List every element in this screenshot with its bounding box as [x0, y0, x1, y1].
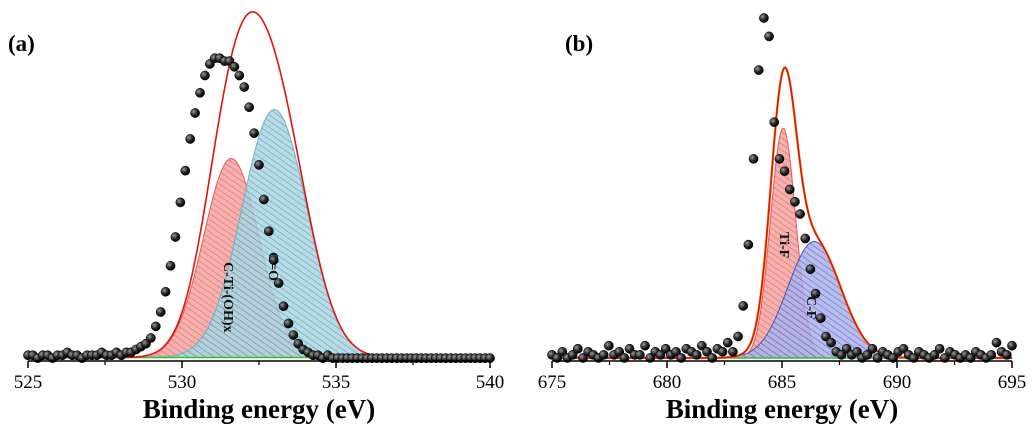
data-point: [759, 13, 769, 23]
data-point: [229, 61, 240, 72]
tick-label: 695: [998, 372, 1027, 393]
data-point: [254, 160, 264, 170]
data-point: [815, 313, 826, 323]
panel-a-x-axis-title: Binding energy (eV): [143, 394, 376, 424]
data-point: [784, 184, 795, 195]
data-point: [795, 209, 805, 219]
data-point: [263, 226, 274, 237]
data-point: [733, 331, 743, 342]
data-point: [826, 337, 836, 348]
panel-b-data-points: [547, 13, 1017, 363]
data-point: [738, 301, 749, 311]
data-point: [185, 134, 196, 144]
data-point: [722, 337, 733, 348]
data-point: [146, 333, 156, 343]
data-point: [810, 288, 821, 299]
data-point: [239, 82, 250, 92]
data-point: [728, 346, 738, 357]
data-point: [195, 87, 205, 98]
data-point: [764, 31, 774, 42]
data-point: [288, 330, 299, 340]
data-point: [707, 353, 718, 363]
data-point: [190, 108, 200, 118]
data-point: [244, 102, 255, 113]
data-point: [991, 337, 1002, 348]
data-point: [774, 154, 785, 164]
data-point: [180, 165, 191, 176]
data-point: [273, 278, 284, 288]
panel-a-label: (a): [8, 31, 35, 56]
data-point: [249, 128, 259, 139]
peak-label-c-o: C=O: [265, 252, 280, 281]
data-point: [805, 264, 816, 274]
data-point: [743, 239, 754, 250]
data-point: [598, 350, 609, 360]
data-point: [748, 154, 759, 164]
data-point: [283, 318, 294, 329]
data-point: [619, 353, 630, 363]
panel-b-ticks: 675 680 685 690 695: [538, 361, 1027, 393]
peak-component-1: [27, 109, 491, 359]
data-point: [1007, 340, 1017, 351]
tick-label: 540: [476, 372, 505, 393]
peak-label-c-f: C-F: [803, 296, 818, 319]
data-point: [259, 194, 269, 205]
panel-b-x-axis-title: Binding energy (eV): [666, 394, 899, 424]
tick-label: 535: [322, 372, 351, 393]
data-point: [572, 343, 583, 354]
data-point: [150, 321, 161, 332]
tick-label: 530: [168, 372, 197, 393]
tick-label: 685: [768, 372, 797, 393]
tick-label: 690: [883, 372, 912, 393]
data-point: [200, 70, 210, 81]
data-point: [234, 70, 245, 81]
data-point: [934, 343, 945, 354]
data-point: [268, 255, 279, 265]
panel-b: (b) Ti-F C-F 675 680 685 690 695 Binding ene…: [538, 13, 1027, 424]
data-point: [779, 166, 790, 176]
tick-label: 675: [538, 372, 567, 393]
data-point: [635, 350, 645, 360]
data-point: [691, 350, 702, 360]
data-point: [790, 196, 800, 207]
data-point: [986, 350, 997, 360]
panel-a-peaks: [27, 109, 491, 359]
data-point: [676, 353, 687, 363]
tick-label: 680: [653, 372, 682, 393]
tick-label: 525: [14, 372, 43, 393]
panel-a-ticks: 525 530 535 540: [14, 361, 505, 393]
panel-b-label: (b): [565, 31, 593, 56]
data-point: [175, 197, 186, 208]
data-point: [278, 301, 289, 312]
data-point: [155, 307, 166, 317]
peak-label-ti-f: Ti-F: [776, 232, 791, 258]
data-point: [1001, 350, 1012, 360]
data-point: [753, 65, 764, 75]
panel-a: (a) C-Ti-(OH)x C=O 525 530 535 540 Binding …: [8, 11, 505, 424]
data-point: [604, 340, 614, 351]
peak-label-c-ti-oh: C-Ti-(OH)x: [220, 262, 235, 333]
data-point: [769, 117, 780, 127]
data-point: [717, 346, 728, 357]
data-point: [160, 286, 171, 297]
data-point: [165, 260, 176, 271]
data-point: [867, 343, 878, 354]
data-point: [170, 232, 181, 242]
data-point: [800, 233, 811, 244]
data-point: [640, 340, 650, 351]
